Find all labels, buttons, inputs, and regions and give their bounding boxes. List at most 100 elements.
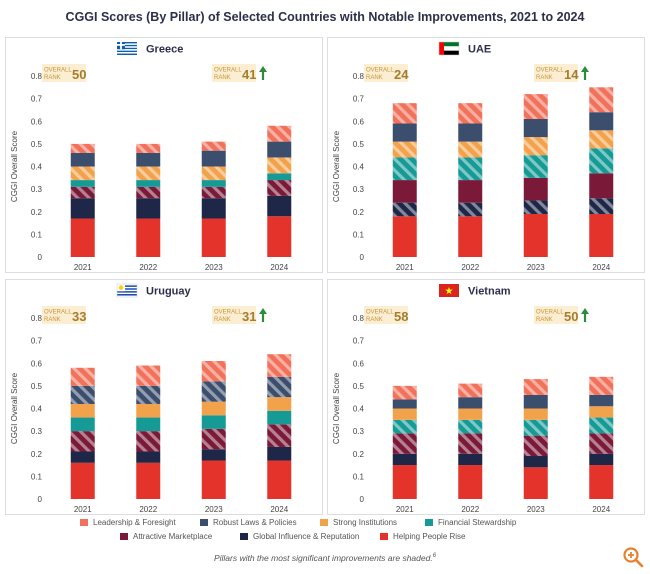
- x-tick-label: 2022: [139, 505, 157, 514]
- bar-segment-financial-stewardship-2022: [136, 417, 161, 432]
- rank-2024-badge-value: 41: [242, 67, 256, 82]
- bar-segment-leadership-and-foresight-2024: [267, 354, 292, 377]
- bar-segment-attractive-marketplace-2022: [458, 433, 483, 454]
- rank-2024-badge-bg: [212, 306, 256, 324]
- legend-swatch: [80, 519, 88, 526]
- x-tick-label: 2023: [205, 505, 223, 514]
- bar-segment-financial-stewardship-2022: [458, 419, 483, 434]
- footnote: Pillars with the most significant improv…: [0, 553, 650, 563]
- bar-segment-leadership-and-foresight-2023: [523, 94, 548, 119]
- y-tick-label: 0.1: [31, 230, 43, 239]
- panel-title: Uruguay: [146, 286, 192, 298]
- rank-2024-badge-value: 14: [564, 67, 579, 82]
- bar-segment-strong-institutions-2023: [523, 408, 548, 420]
- bar-segment-attractive-marketplace-2024: [267, 180, 292, 196]
- bar-segment-helping-people-rise-2022: [136, 462, 161, 499]
- legend-swatch: [200, 519, 208, 526]
- legend-item-leadership-and-foresight: Leadership & Foresight: [80, 518, 176, 527]
- uruguay-flag-icon: [116, 283, 138, 298]
- y-tick-label: 0.4: [31, 163, 43, 172]
- rank-2024-badge-label: RANK: [536, 75, 553, 81]
- bar-segment-strong-institutions-2023: [201, 166, 226, 181]
- bar-segment-attractive-marketplace-2022: [136, 186, 161, 199]
- bar-segment-robust-laws-and-policies-2021: [392, 123, 417, 142]
- bar-segment-strong-institutions-2024: [267, 397, 292, 411]
- rank-2024-badge-label: OVERALL: [536, 310, 564, 316]
- y-tick-label: 0.5: [31, 382, 43, 391]
- x-tick-label: 2022: [139, 263, 157, 272]
- rank-2024-badge-value: 50: [564, 309, 578, 324]
- bar-segment-strong-institutions-2022: [136, 166, 161, 181]
- x-tick-label: 2024: [592, 505, 610, 514]
- bar-segment-robust-laws-and-policies-2022: [458, 123, 483, 142]
- rank-2024-badge-label: OVERALL: [214, 310, 242, 316]
- rank-2021-badge-label: RANK: [366, 317, 383, 323]
- legend-label: Helping People Rise: [393, 532, 466, 541]
- y-tick-label: 0.7: [31, 95, 43, 104]
- rank-2024-badge-bg: [534, 306, 578, 324]
- chart-svg: Greece 0 0.1 0.2 0.3 0.4 0.5 0.6 0.7 0.8 CGGI Over…: [10, 42, 292, 272]
- bar-segment-global-influence-and-reputation-2023: [201, 198, 226, 219]
- legend-item-robust-laws-and-policies: Robust Laws & Policies: [200, 518, 297, 527]
- bar-segment-robust-laws-and-policies-2022: [136, 385, 161, 404]
- y-tick-label: 0.3: [31, 427, 43, 436]
- bar-segment-global-influence-and-reputation-2023: [523, 456, 548, 468]
- rank-2021-badge-label: RANK: [44, 75, 61, 81]
- rank-2021-badge-label: RANK: [44, 317, 61, 323]
- bar-segment-attractive-marketplace-2023: [201, 186, 226, 199]
- bar-segment-global-influence-and-reputation-2021: [70, 451, 95, 463]
- rank-2024-badge-value: 31: [242, 309, 256, 324]
- legend-swatch: [120, 533, 128, 540]
- bar-segment-helping-people-rise-2022: [136, 218, 161, 257]
- x-tick-label: 2022: [461, 263, 479, 272]
- vietnam-flag-icon: [439, 284, 459, 297]
- bar-segment-global-influence-and-reputation-2022: [458, 202, 483, 217]
- panel-title: Vietnam: [468, 286, 511, 298]
- chart-svg: Vietnam 0 0.1 0.2 0.3 0.4 0.5 0.6 0.7 0.8 CGGI Ove…: [332, 284, 614, 514]
- y-tick-label: 0.7: [353, 95, 365, 104]
- bar-segment-robust-laws-and-policies-2021: [70, 385, 95, 404]
- x-tick-label: 2023: [205, 263, 223, 272]
- legend-item-global-influence-and-reputation: Global Influence & Reputation: [240, 532, 359, 541]
- legend-item-helping-people-rise: Helping People Rise: [380, 532, 466, 541]
- up-arrow-icon: [581, 66, 589, 80]
- bar-segment-attractive-marketplace-2021: [70, 186, 95, 199]
- chart-panel-uruguay: Uruguay 0 0.1 0.2 0.3 0.4 0.5 0.6 0.7 0.8 CGGI Ove…: [5, 279, 323, 515]
- rank-2021-badge-value: 50: [72, 67, 86, 82]
- bar-segment-robust-laws-and-policies-2022: [458, 397, 483, 409]
- bar-segment-financial-stewardship-2021: [70, 180, 95, 187]
- bar-segment-financial-stewardship-2024: [589, 148, 614, 174]
- bar-segment-strong-institutions-2021: [70, 166, 95, 181]
- y-tick-label: 0.1: [353, 472, 365, 481]
- bar-segment-helping-people-rise-2024: [589, 465, 614, 499]
- bar-segment-strong-institutions-2021: [70, 403, 95, 418]
- rank-2021-badge-value: 24: [394, 67, 409, 82]
- legend-label: Leadership & Foresight: [93, 518, 176, 527]
- rank-2021-badge-value: 33: [72, 309, 86, 324]
- bar-segment-leadership-and-foresight-2022: [136, 143, 161, 153]
- x-tick-label: 2023: [527, 505, 545, 514]
- y-tick-label: 0.8: [31, 72, 43, 81]
- bar-segment-global-influence-and-reputation-2023: [201, 449, 226, 461]
- up-arrow-icon: [259, 308, 267, 322]
- up-arrow-icon: [259, 66, 267, 80]
- rank-2021-badge-label: RANK: [366, 75, 383, 81]
- footnote-text: Pillars with the most significant improv…: [213, 553, 433, 563]
- bar-segment-financial-stewardship-2021: [392, 419, 417, 434]
- bar-segment-financial-stewardship-2023: [201, 180, 226, 187]
- bar-segment-attractive-marketplace-2021: [392, 433, 417, 454]
- y-tick-label: 0.1: [353, 230, 365, 239]
- legend-label: Global Influence & Reputation: [253, 532, 360, 541]
- bar-segment-helping-people-rise-2022: [458, 216, 483, 257]
- up-arrow-icon: [581, 308, 589, 322]
- legend-item-attractive-marketplace: Attractive Marketplace: [120, 532, 212, 541]
- y-tick-label: 0.6: [353, 117, 365, 126]
- bar-segment-leadership-and-foresight-2023: [201, 360, 226, 382]
- bar-segment-attractive-marketplace-2022: [458, 180, 483, 203]
- bar-segment-helping-people-rise-2021: [70, 218, 95, 257]
- y-tick-label: 0.2: [353, 208, 365, 217]
- bar-segment-strong-institutions-2024: [267, 157, 292, 174]
- zoom-in-icon[interactable]: [622, 546, 644, 568]
- bar-segment-robust-laws-and-policies-2024: [267, 376, 292, 398]
- bar-segment-helping-people-rise-2023: [201, 460, 226, 499]
